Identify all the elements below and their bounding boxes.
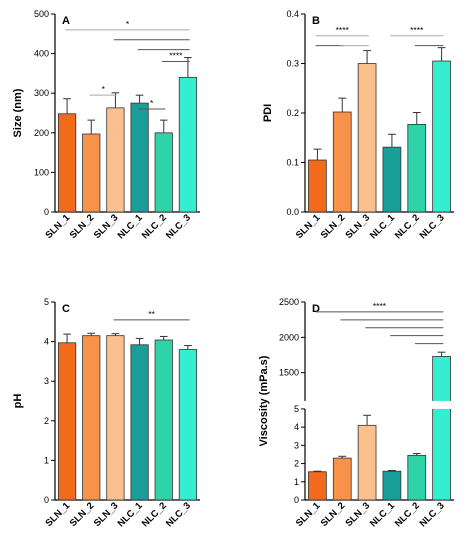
panel-letter: B <box>312 15 320 27</box>
bar-sln_1 <box>57 113 77 213</box>
x-tick-label: NLC_2 <box>140 500 169 529</box>
panel-b: 0.00.10.20.30.4PDIBSLN_1SLN_2SLN_3NLC_1N… <box>262 9 454 241</box>
bar-nlc_2 <box>154 339 173 501</box>
x-tick-label: SLN_3 <box>92 500 121 529</box>
x-tick-label: SLN_3 <box>344 500 373 529</box>
significance-label: **** <box>169 51 183 61</box>
y-tick-label: 2000 <box>279 332 299 342</box>
x-tick-label: SLN_2 <box>319 500 348 529</box>
bar-nlc_3 <box>432 60 451 213</box>
bar-nlc_2 <box>407 123 427 213</box>
x-tick-label: NLC_1 <box>368 500 398 530</box>
x-tick-label: NLC_3 <box>164 500 193 529</box>
significance-label: ** <box>148 309 155 319</box>
y-tick-label: 4 <box>44 337 49 347</box>
y-tick-label: 0.2 <box>286 108 299 118</box>
y-tick-label: 0 <box>44 495 49 505</box>
x-tick-label: NLC_3 <box>418 212 447 241</box>
y-tick-label: 2 <box>294 459 299 469</box>
panel-d: 0 1 2 3 4 5 1500 2000 2500 Viscosity (mPa.s) D SLN_… <box>258 297 455 529</box>
y-tick-label: 5 <box>44 297 49 307</box>
y-tick-label: 0.4 <box>286 9 299 19</box>
y-tick-label: 0 <box>294 495 299 505</box>
bar-nlc_2 <box>154 132 173 213</box>
panel-c: 012345pHCSLN_1SLN_2SLN_3NLC_1NLC_2NLC_3*… <box>12 297 200 529</box>
y-tick-label: 100 <box>34 167 49 177</box>
y-tick-label: 1500 <box>279 368 299 378</box>
x-tick-label: NLC_3 <box>164 212 193 241</box>
bar-sln_3 <box>106 107 125 213</box>
bar-nlc_1 <box>130 102 149 213</box>
bar-nlc_3 <box>178 76 198 213</box>
bar-sln_1 <box>57 342 77 501</box>
panel-letter: D <box>312 303 320 315</box>
y-tick-label: 2 <box>44 416 49 426</box>
y-tick-label: 0.0 <box>286 207 299 217</box>
y-axis-title: pH <box>12 394 24 409</box>
y-tick-label: 2500 <box>279 297 299 307</box>
x-tick-label: SLN_2 <box>68 212 97 241</box>
x-tick-label: NLC_2 <box>140 212 169 241</box>
bar-sln_1 <box>308 159 327 213</box>
bar-nlc_1 <box>382 146 402 213</box>
x-tick-label: SLN_3 <box>92 212 121 241</box>
y-tick-label: 300 <box>34 88 49 98</box>
x-tick-label: SLN_2 <box>319 212 348 241</box>
y-axis-title: PDI <box>262 104 274 122</box>
y-tick-label: 4 <box>294 422 299 432</box>
y-axis-title: Viscosity (mPa.s) <box>258 355 270 446</box>
bar-nlc_3 <box>178 349 198 501</box>
significance-label: **** <box>336 25 350 35</box>
x-tick-label: NLC_1 <box>116 212 146 242</box>
bar-nlc_1 <box>130 344 149 501</box>
significance-label: **** <box>373 301 387 311</box>
y-tick-label: 400 <box>34 49 49 59</box>
bar-sln_2 <box>332 111 352 213</box>
x-tick-label: SLN_3 <box>344 212 373 241</box>
x-tick-label: NLC_1 <box>368 212 398 242</box>
y-tick-label: 500 <box>34 9 49 19</box>
y-tick-label: 3 <box>294 440 299 450</box>
y-tick-label: 1 <box>44 455 49 465</box>
panel-letter: A <box>62 15 70 27</box>
bar-sln_3 <box>106 335 125 501</box>
bar-sln_1 <box>308 471 327 501</box>
y-tick-label: 0.1 <box>286 158 299 168</box>
y-axis-title: Size (nm) <box>12 88 24 137</box>
x-tick-label: NLC_3 <box>418 500 447 529</box>
significance-label: * <box>102 84 106 94</box>
bar-nlc_2 <box>407 454 427 501</box>
bar-nlc_1 <box>382 470 402 501</box>
x-tick-label: NLC_2 <box>393 212 422 241</box>
bar-sln_2 <box>332 457 352 501</box>
bar-sln_3 <box>357 424 377 501</box>
x-tick-label: NLC_2 <box>393 500 422 529</box>
y-tick-label: 1 <box>294 477 299 487</box>
x-tick-label: NLC_1 <box>116 500 146 530</box>
bar-sln_2 <box>82 133 101 213</box>
axis-break-gap <box>306 400 455 409</box>
significance-label: **** <box>410 25 424 35</box>
significance-label: * <box>126 19 130 29</box>
y-tick-label: 200 <box>34 128 49 138</box>
bar-sln_3 <box>357 63 377 213</box>
x-tick-label: SLN_2 <box>68 500 97 529</box>
bar-sln_2 <box>82 335 101 501</box>
y-tick-label: 5 <box>294 404 299 414</box>
panel-letter: C <box>62 303 70 315</box>
y-tick-label: 0 <box>44 207 49 217</box>
y-tick-label: 3 <box>44 376 49 386</box>
significance-label: * <box>150 98 154 108</box>
y-tick-label: 0.3 <box>286 59 299 69</box>
bar-nlc_3 <box>432 356 451 501</box>
